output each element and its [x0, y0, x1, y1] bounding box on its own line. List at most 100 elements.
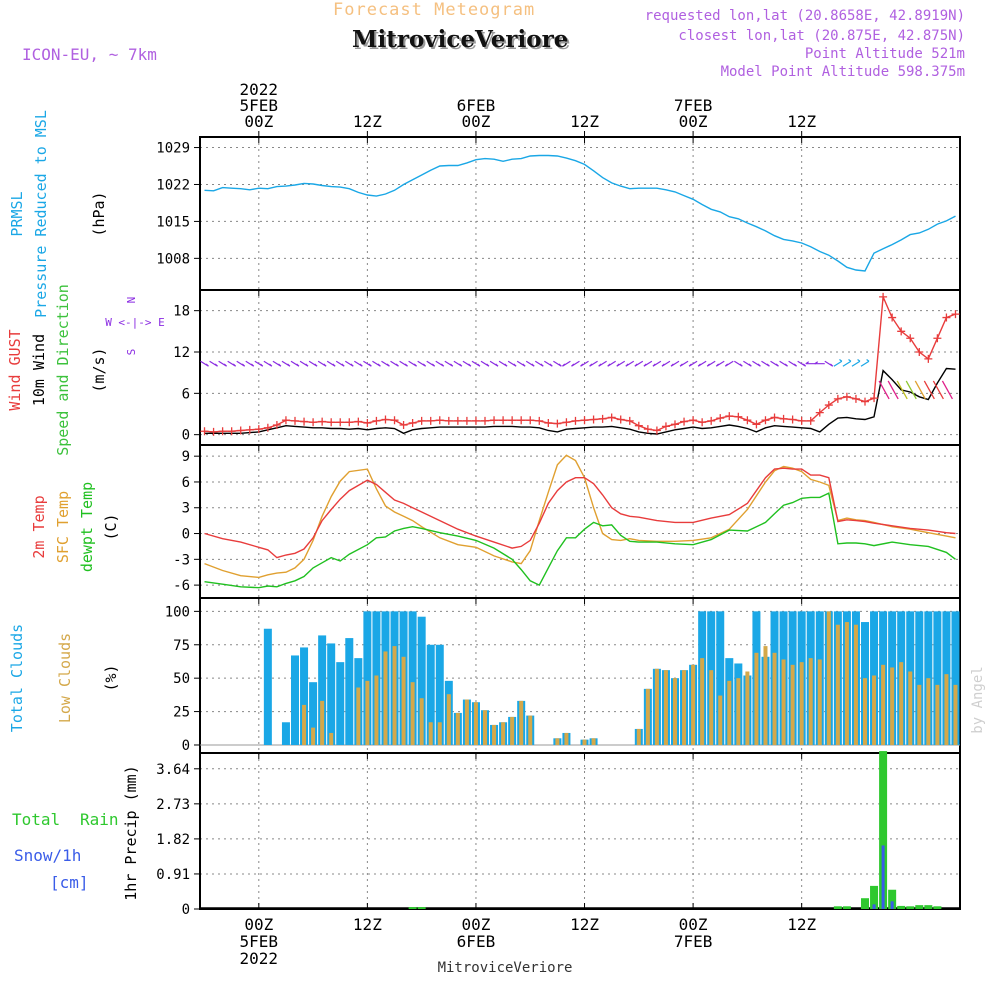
total-cloud-bar — [336, 662, 345, 745]
gust-marker — [915, 348, 924, 356]
gust-marker — [625, 416, 634, 425]
total-cloud-bar — [300, 647, 309, 745]
wind-arrow — [788, 360, 798, 367]
ylabel-line: SFC Temp — [54, 491, 72, 563]
rain-bar — [870, 885, 879, 909]
low-cloud-bar — [691, 664, 696, 745]
low-cloud-bar — [419, 698, 424, 745]
gust-marker — [725, 412, 734, 421]
total-cloud-bar — [915, 611, 924, 745]
gust-marker — [933, 334, 942, 343]
gust-marker — [462, 416, 471, 425]
gust-marker — [444, 416, 453, 425]
gust-marker — [671, 420, 679, 429]
bottom-time-label: 7FEB — [674, 932, 713, 951]
wind-arrow — [553, 360, 562, 367]
rain-bar — [417, 907, 426, 909]
wind-arrow — [390, 360, 399, 367]
bottom-time-label: 2022 — [240, 949, 279, 968]
y-tick-label: 1.82 — [156, 832, 190, 848]
rain-bar — [906, 906, 915, 909]
low-cloud-bar — [808, 658, 813, 745]
wind-arrow — [489, 360, 499, 367]
gust-markers — [200, 292, 960, 436]
footer-station-name: MitroviceVeriore — [438, 960, 573, 976]
low-cloud-bar — [374, 675, 379, 745]
temp-ylabel: 2m Temp SFC Temp dewpt Temp (C) — [30, 482, 120, 572]
low-cloud-bar — [673, 678, 677, 745]
gust-marker — [291, 416, 299, 425]
wind-arrow — [652, 360, 662, 367]
gust-marker — [281, 416, 290, 425]
wind-arrow — [254, 360, 264, 367]
low-cloud-bar — [519, 700, 524, 745]
gust-marker — [426, 416, 435, 425]
bottom-time-label: 00Z — [244, 915, 273, 934]
wind-arrow — [896, 380, 908, 400]
rain-bar — [915, 905, 924, 909]
gust-marker — [390, 416, 399, 425]
low-cloud-bar — [853, 624, 858, 745]
wind-arrow — [200, 360, 209, 367]
panel-3: -6 -3 0 3 6 9 — [173, 444, 961, 599]
y-tick-label: 3.64 — [156, 762, 190, 778]
ylabel-line: Speed and Direction — [54, 284, 72, 456]
gust-marker — [942, 313, 951, 322]
gust-marker — [399, 421, 408, 430]
low-cloud-bar — [890, 667, 895, 745]
precip-bars — [200, 751, 960, 909]
temp-2m-line — [204, 467, 956, 559]
gust-marker — [824, 401, 833, 410]
low-cloud-bar — [772, 652, 777, 745]
bottom-time-label: 12Z — [353, 915, 382, 934]
wind-arrow — [661, 360, 671, 367]
gust-marker — [372, 416, 381, 425]
rain-bar — [879, 751, 888, 909]
low-cloud-bar — [311, 727, 316, 745]
total-cloud-bar — [318, 635, 327, 745]
wind-arrow — [408, 360, 418, 367]
gust-marker — [652, 426, 661, 435]
low-cloud-bar — [510, 716, 515, 745]
ylabel-line: dewpt Temp — [78, 482, 96, 572]
gust-marker — [562, 418, 571, 427]
wind-arrow — [399, 360, 408, 367]
wind-speed-line — [204, 367, 956, 435]
total-cloud-bar — [933, 611, 942, 745]
wind-arrow — [860, 358, 870, 367]
wind-arrow — [562, 360, 571, 367]
top-time-label: 00Z — [679, 112, 708, 131]
model-point-altitude: Model Point Altitude 598.375m — [720, 64, 965, 80]
gust-line — [204, 296, 956, 433]
unit-label: (%) — [102, 664, 120, 691]
y-tick-label: 1008 — [156, 251, 190, 267]
wind-arrow — [480, 360, 490, 367]
low-cloud-bar — [392, 646, 397, 745]
ylabel-line: 2m Temp — [30, 495, 48, 558]
gust-marker — [589, 415, 598, 424]
y-tick-label: 1015 — [156, 214, 190, 230]
low-cloud-bar — [464, 699, 469, 745]
wind-arrow — [281, 360, 291, 367]
gust-marker — [417, 416, 426, 425]
total-cloud-bar — [281, 722, 290, 745]
top-time-label: 6FEB — [457, 96, 496, 115]
legend-snow: Snow/1h — [14, 846, 81, 865]
low-cloud-bar — [745, 671, 750, 745]
low-cloud-bar — [455, 712, 460, 745]
low-cloud-bar — [528, 715, 533, 745]
gust-marker — [408, 418, 417, 427]
wind-arrow — [534, 360, 544, 367]
wind-arrow — [462, 360, 472, 367]
wind-arrow — [670, 360, 680, 367]
wind-arrow — [308, 360, 318, 367]
low-cloud-bar — [790, 664, 795, 745]
wind-arrow — [706, 360, 716, 367]
gust-marker — [471, 416, 480, 425]
low-cloud-bar — [935, 684, 940, 745]
wind-arrow — [435, 360, 445, 367]
gust-marker — [861, 397, 869, 406]
wind-arrow — [688, 360, 698, 367]
low-cloud-bar — [492, 724, 497, 745]
gust-marker — [571, 416, 580, 425]
